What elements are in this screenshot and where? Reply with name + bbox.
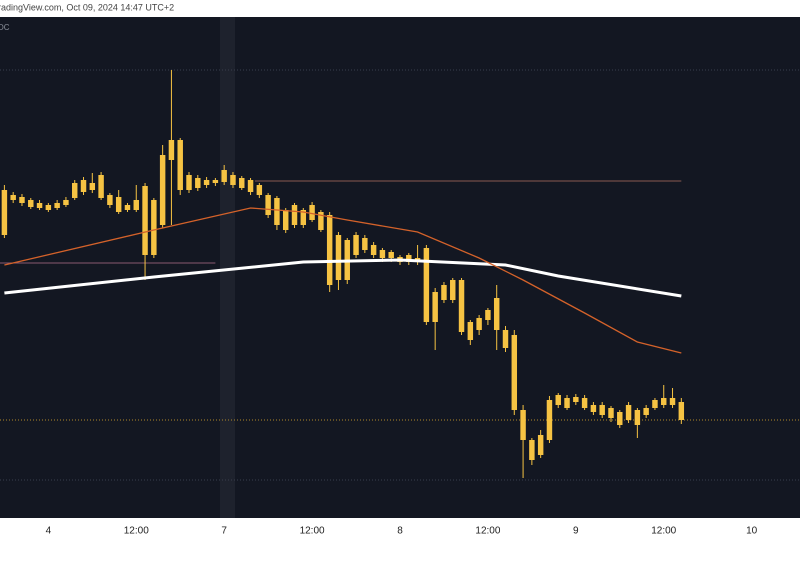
moving-average: [4, 258, 682, 298]
candle-body: [318, 212, 324, 230]
candle-body: [652, 400, 658, 408]
x-tick-label: 10: [746, 526, 758, 537]
candle-body: [406, 255, 412, 262]
candle-body: [537, 435, 544, 455]
candle-body: [186, 175, 192, 190]
candle-body: [546, 400, 553, 440]
candle-body: [309, 205, 315, 220]
candle-body: [458, 280, 465, 332]
candle-body: [265, 195, 271, 215]
candle-body: [19, 197, 25, 203]
x-tick-label: 12:00: [300, 526, 325, 537]
candle-body: [107, 195, 113, 205]
candle-body: [195, 178, 201, 188]
candle-body: [72, 183, 78, 198]
candle-body: [388, 252, 394, 258]
candle-body: [379, 250, 386, 258]
candle-body: [142, 186, 148, 255]
candle-body: [555, 395, 561, 405]
candle-body: [493, 298, 500, 330]
candle-body: [669, 398, 676, 405]
candle-body: [485, 310, 491, 320]
candle-body: [573, 397, 579, 402]
candle-body: [247, 180, 254, 192]
candle-body: [599, 405, 605, 415]
candle-body: [45, 205, 52, 210]
candle-body: [502, 330, 509, 348]
candle-body: [54, 203, 60, 208]
candle-body: [634, 410, 641, 425]
candle-body: [239, 178, 245, 188]
highlight-band: [220, 17, 235, 518]
plot-background: [0, 17, 800, 518]
candle-body: [230, 175, 236, 185]
candle-body: [353, 235, 359, 255]
candle-body: [177, 140, 183, 190]
x-tick-label: 4: [46, 526, 52, 537]
candle-body: [625, 405, 632, 420]
candle-body: [432, 292, 438, 322]
candle-body: [124, 205, 131, 210]
candle-body: [203, 180, 210, 185]
candle-body: [661, 398, 667, 405]
candle-body: [291, 205, 298, 225]
candle-body: [212, 180, 219, 183]
candle-body: [282, 210, 289, 230]
candle-body: [28, 200, 34, 207]
candle-body: [36, 203, 43, 208]
candle-body: [476, 318, 482, 330]
candle-body: [617, 412, 623, 425]
candle-body: [581, 398, 588, 408]
candle-body: [168, 140, 175, 160]
candle-body: [63, 200, 69, 205]
x-tick-label: 7: [221, 526, 227, 537]
candle-body: [590, 405, 597, 412]
candle-body: [221, 170, 227, 182]
candle-body: [1, 190, 8, 235]
candle-body: [256, 185, 263, 195]
candle-body: [274, 198, 280, 225]
candle-body: [441, 285, 447, 300]
candle-body: [520, 410, 526, 440]
candle-body: [159, 155, 166, 225]
candle-body: [115, 197, 122, 212]
candle-body: [10, 195, 16, 200]
candle-body: [608, 408, 614, 418]
candle-body: [467, 322, 474, 340]
candle-body: [564, 398, 570, 408]
x-tick-label: 12:00: [475, 526, 500, 537]
candle-body: [151, 200, 157, 255]
candle-body: [362, 238, 368, 250]
candle-body: [335, 235, 342, 280]
x-tick-label: 9: [573, 526, 579, 537]
candle-body: [450, 280, 456, 300]
candle-body: [89, 183, 96, 190]
x-tick-label: 12:00: [124, 526, 149, 537]
candle-body: [529, 440, 535, 460]
candle-body: [98, 175, 104, 198]
candle-body: [678, 402, 685, 420]
candle-body: [300, 210, 307, 225]
candle-body: [326, 215, 333, 285]
candle-body: [133, 200, 139, 210]
symbol-label: DC: [0, 23, 10, 32]
candle-body: [80, 180, 87, 192]
candle-body: [643, 408, 649, 415]
watermark: radingView.com, Oct 09, 2024 14:47 UTC+2: [0, 2, 174, 12]
moving-average: [4, 207, 682, 354]
candle-body: [511, 335, 518, 410]
x-tick-label: 12:00: [651, 526, 676, 537]
candle-body: [370, 245, 377, 255]
candle-body: [423, 248, 430, 322]
x-tick-label: 8: [397, 526, 403, 537]
